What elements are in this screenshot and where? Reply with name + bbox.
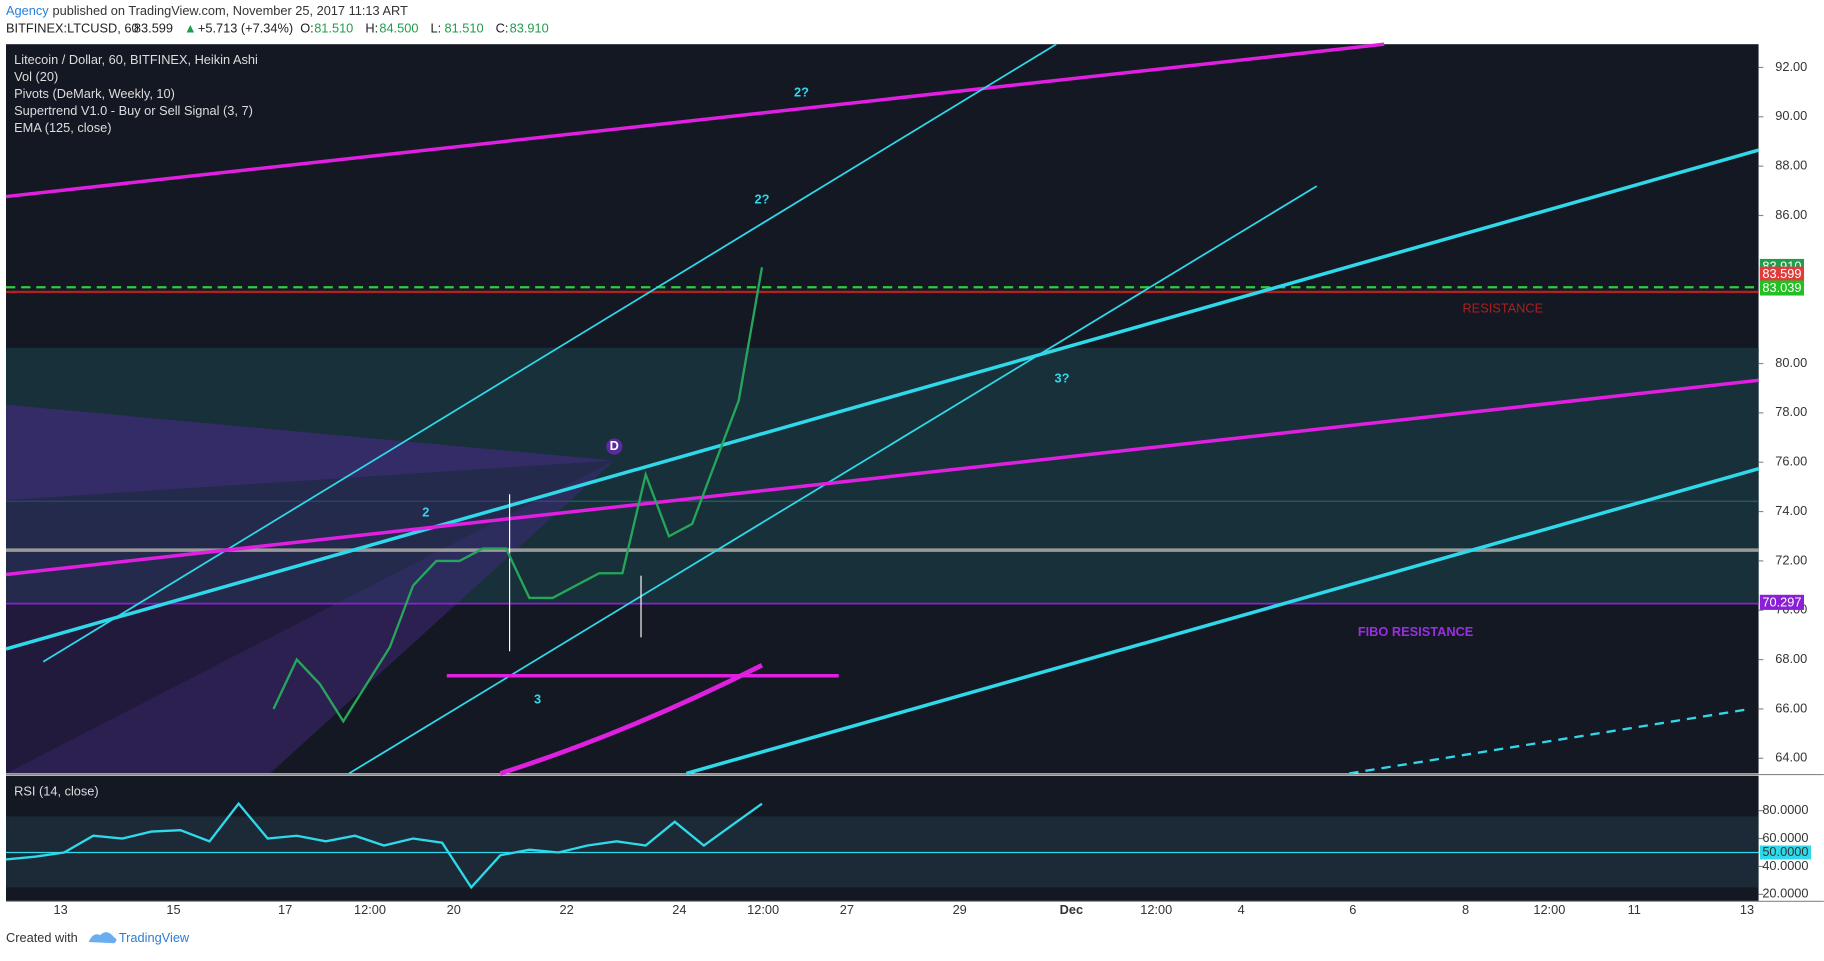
x-tick-label: 12:00 bbox=[354, 902, 386, 917]
y-tick-label: 76.00 bbox=[1775, 454, 1807, 469]
price-label-box bbox=[1759, 280, 1805, 296]
ema-line bbox=[499, 663, 764, 776]
ohlc-value: 81.510 bbox=[444, 20, 483, 35]
x-tick-label: 11 bbox=[1628, 902, 1641, 917]
legend-item: Pivots (DeMark, Weekly, 10) bbox=[14, 86, 175, 101]
price-label: 83.039 bbox=[1762, 280, 1801, 295]
annotation: 2? bbox=[755, 191, 770, 206]
x-tick-label: 13 bbox=[1740, 902, 1754, 917]
point-d bbox=[606, 438, 623, 455]
annotation: 2 bbox=[422, 504, 429, 519]
y-tick-label: 74.00 bbox=[1775, 503, 1807, 518]
annotation: 2? bbox=[794, 84, 809, 99]
rsi-tick-label: 60.0000 bbox=[1762, 830, 1808, 845]
x-tick-label: 22 bbox=[559, 902, 573, 917]
x-tick-label: 4 bbox=[1238, 902, 1245, 917]
pattern-triangle bbox=[6, 460, 615, 774]
ohlc-value: 84.500 bbox=[379, 20, 418, 35]
x-tick-label: 12:00 bbox=[1140, 902, 1172, 917]
trend-line bbox=[5, 378, 1759, 577]
price-label-box bbox=[1759, 594, 1805, 610]
annotation: 3 bbox=[534, 692, 541, 707]
pattern-triangle bbox=[6, 404, 615, 501]
y-tick-label: 86.00 bbox=[1775, 207, 1807, 222]
x-tick-label: 13 bbox=[54, 902, 68, 917]
footer-text: Created with bbox=[6, 930, 78, 945]
rsi-title: RSI (14, close) bbox=[14, 783, 99, 798]
price-label: 70.297 bbox=[1762, 594, 1801, 609]
ohlc-key: L: bbox=[431, 20, 442, 35]
y-tick-label: 68.00 bbox=[1775, 651, 1807, 666]
annotation: D bbox=[610, 438, 619, 453]
pattern-triangle bbox=[6, 460, 615, 774]
rsi-line bbox=[5, 801, 763, 890]
ohlc-key: H: bbox=[365, 20, 378, 35]
legend-item: Litecoin / Dollar, 60, BITFINEX, Heikin … bbox=[14, 52, 258, 67]
legend-item: Supertrend V1.0 - Buy or Sell Signal (3,… bbox=[14, 103, 253, 118]
ohlc: O: 81.510 H: 84.500 L: 81.510 C: 83.910 bbox=[300, 20, 548, 35]
price-label: 83.599 bbox=[1762, 266, 1801, 281]
y-tick-label: 64.00 bbox=[1775, 750, 1807, 765]
x-tick-label: Dec bbox=[1060, 902, 1083, 917]
rsi-tick-label: 40.0000 bbox=[1762, 858, 1808, 873]
published: published on TradingView.com, November 2… bbox=[53, 3, 408, 18]
x-tick-label: 29 bbox=[953, 902, 967, 917]
price-axis bbox=[1758, 44, 1824, 902]
trend-line bbox=[5, 42, 1385, 199]
x-tick-label: 15 bbox=[166, 902, 180, 917]
x-tick-label: 12:00 bbox=[747, 902, 779, 917]
x-tick-label: 20 bbox=[447, 902, 461, 917]
ohlc-value: 81.510 bbox=[314, 20, 353, 35]
y-tick-label: 88.00 bbox=[1775, 158, 1807, 173]
footer-brand: TradingView bbox=[119, 930, 190, 945]
ohlc-key: O: bbox=[300, 20, 313, 35]
price-line bbox=[272, 267, 764, 724]
symbol: BITFINEX:LTCUSD, 60 bbox=[6, 20, 139, 35]
rsi-tick-label: 20.0000 bbox=[1762, 886, 1808, 901]
x-tick-label: 17 bbox=[278, 902, 292, 917]
legend: Litecoin / Dollar, 60, BITFINEX, Heikin … bbox=[14, 52, 258, 135]
annotation: 3? bbox=[1055, 371, 1070, 386]
trend-line bbox=[1349, 708, 1748, 775]
y-tick-label: 72.00 bbox=[1775, 552, 1807, 567]
legend-item: Vol (20) bbox=[14, 69, 58, 84]
x-tick-label: 27 bbox=[840, 902, 854, 917]
x-tick-label: 8 bbox=[1462, 902, 1469, 917]
y-tick-label: 78.00 bbox=[1775, 404, 1807, 419]
author: Agency bbox=[6, 3, 49, 18]
y-tick-label: 66.00 bbox=[1775, 700, 1807, 715]
last-price: 83.599 bbox=[134, 20, 173, 35]
annotation: FIBO RESISTANCE bbox=[1358, 624, 1474, 639]
ohlc-value: 83.910 bbox=[510, 20, 549, 35]
x-tick-label: 6 bbox=[1349, 902, 1356, 917]
y-tick-label: 92.00 bbox=[1775, 59, 1807, 74]
change-arrow: ▲ bbox=[184, 20, 197, 35]
rsi-tick-label: 50.0000 bbox=[1762, 844, 1808, 859]
legend-item: EMA (125, close) bbox=[14, 120, 111, 135]
ohlc-key: C: bbox=[496, 20, 509, 35]
trend-line bbox=[42, 43, 1057, 663]
trend-line bbox=[5, 148, 1760, 651]
trend-line bbox=[685, 467, 1760, 776]
y-tick-label: 90.00 bbox=[1775, 108, 1807, 123]
change: +5.713 (+7.34%) bbox=[198, 20, 293, 35]
y-tick-label: 80.00 bbox=[1775, 355, 1807, 370]
rsi-mid-box bbox=[1759, 845, 1812, 860]
tv-logo bbox=[88, 932, 117, 944]
annotation: RESISTANCE bbox=[1462, 301, 1543, 316]
x-tick-label: 12:00 bbox=[1533, 902, 1565, 917]
x-tick-label: 24 bbox=[672, 902, 686, 917]
rsi-tick-label: 80.0000 bbox=[1762, 802, 1808, 817]
price-label-box bbox=[1759, 266, 1805, 282]
